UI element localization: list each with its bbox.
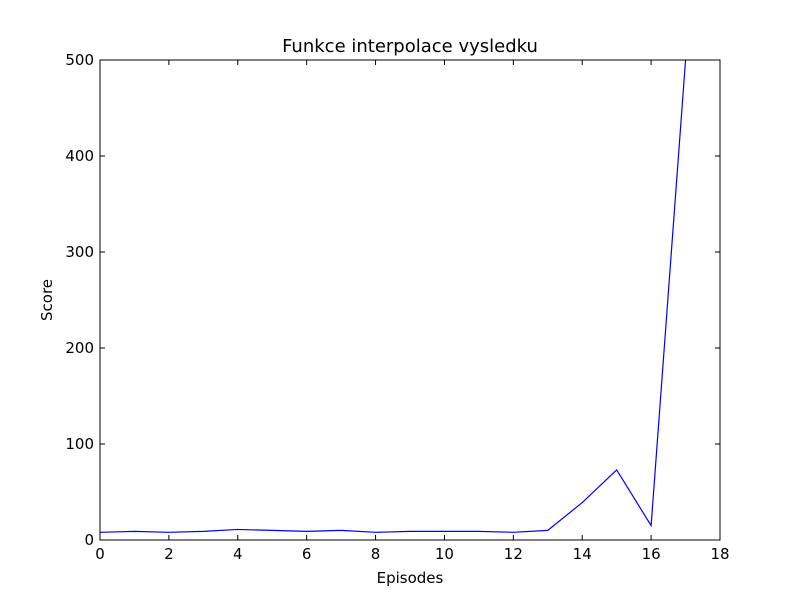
axis-ticks-group <box>99 59 721 541</box>
series-line-0 <box>100 60 687 533</box>
y-tick-label: 300 <box>65 243 94 261</box>
y-tick-label: 0 <box>84 531 94 549</box>
chart-title: Funkce interpolace vysledku <box>282 36 538 57</box>
y-tick-label: 200 <box>65 339 94 357</box>
y-tick-label: 500 <box>65 51 94 69</box>
x-tick-label: 12 <box>504 545 523 563</box>
x-tick-label: 6 <box>302 545 312 563</box>
x-tick-label: 14 <box>573 545 592 563</box>
plot-frame <box>99 59 721 541</box>
x-tick-label: 4 <box>233 545 243 563</box>
x-tick-label: 16 <box>642 545 661 563</box>
plot-series-group <box>100 60 687 533</box>
y-tick-label: 400 <box>65 147 94 165</box>
x-tick-label: 10 <box>435 545 454 563</box>
x-tick-label: 2 <box>164 545 174 563</box>
x-tick-label: 8 <box>371 545 381 563</box>
tick-labels-group: 0 2 4 6 8 10 12 14 16 18 0 100 200 300 400 500 <box>65 51 729 563</box>
x-tick-label: 0 <box>95 545 105 563</box>
y-axis-label: Score <box>38 279 56 321</box>
x-tick-label: 18 <box>710 545 729 563</box>
y-tick-label: 100 <box>65 435 94 453</box>
x-axis-label: Episodes <box>377 569 444 587</box>
